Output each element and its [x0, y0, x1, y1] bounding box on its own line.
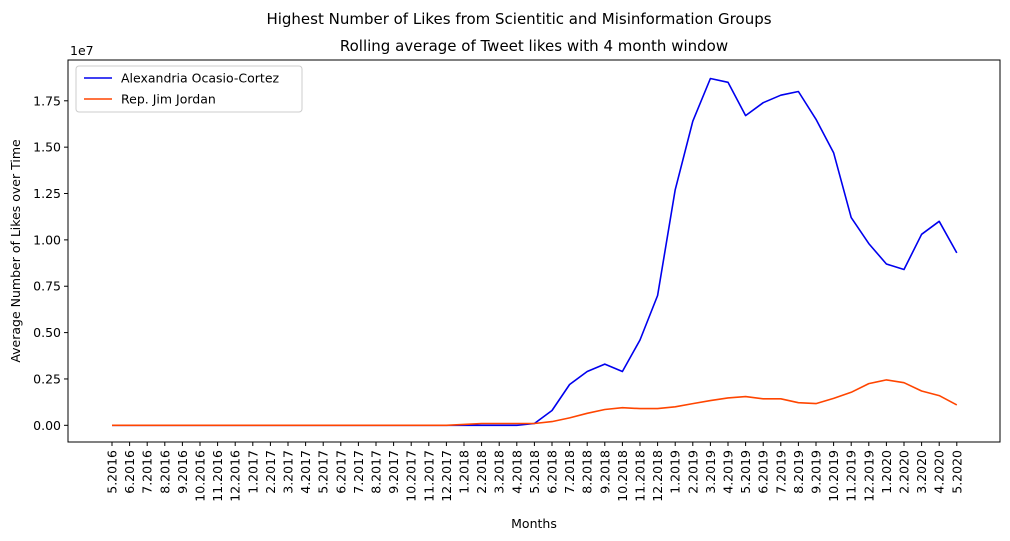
y-tick-label: 0.75	[33, 279, 61, 294]
x-tick-label: 8.2019	[791, 450, 806, 494]
x-axis-label: Months	[511, 516, 557, 531]
x-tick-label: 3.2017	[281, 450, 296, 494]
x-tick-label: 6.2019	[756, 450, 771, 494]
x-tick-label: 6.2018	[545, 450, 560, 494]
x-tick-label: 9.2016	[175, 450, 190, 494]
x-tick-label: 11.2019	[844, 450, 859, 502]
legend-frame	[75, 65, 303, 113]
x-tick-label: 4.2018	[509, 450, 524, 494]
x-tick-label: 1.2019	[668, 450, 683, 494]
x-tick-label: 6.2017	[333, 450, 348, 494]
y-axis-label: Average Number of Likes over Time	[8, 139, 23, 363]
y-tick-label: 1.00	[33, 232, 61, 247]
x-tick-label: 2.2018	[474, 450, 489, 494]
x-tick-label: 7.2016	[140, 450, 155, 494]
x-tick-label: 9.2018	[597, 450, 612, 494]
x-tick-label: 4.2019	[721, 450, 736, 494]
y-tick-label: 1.50	[33, 140, 61, 155]
x-tick-label: 12.2016	[228, 450, 243, 502]
x-tick-label: 1.2020	[879, 450, 894, 494]
x-tick-label: 4.2017	[298, 450, 313, 494]
y-tick-label: 0.25	[33, 371, 61, 386]
x-tick-label: 5.2017	[316, 450, 331, 494]
legend-label-1: Alexandria Ocasio-Cortez	[121, 71, 280, 86]
x-tick-label: 3.2018	[492, 450, 507, 494]
series-layer	[112, 77, 958, 427]
x-tick-label: 8.2016	[157, 450, 172, 494]
x-tick-label: 12.2017	[439, 450, 454, 502]
x-tick-label: 7.2017	[351, 450, 366, 494]
x-tick-label: 8.2018	[580, 450, 595, 494]
x-tick-label: 3.2019	[703, 450, 718, 494]
x-tick-label: 10.2019	[826, 450, 841, 502]
x-tick-label: 7.2018	[562, 450, 577, 494]
y-tick-label: 0.00	[33, 418, 61, 433]
figure-suptitle: Highest Number of Likes from Scientitic …	[266, 10, 771, 28]
x-tick-label: 9.2017	[386, 450, 401, 494]
y-offset-label: 1e7	[70, 43, 94, 58]
x-tick-label: 12.2019	[861, 450, 876, 502]
x-tick-label: 9.2019	[809, 450, 824, 494]
x-tick-label: 5.2019	[738, 450, 753, 494]
x-tick-label: 5.2016	[105, 450, 120, 494]
x-tick-label: 11.2018	[633, 450, 648, 502]
x-tick-label: 4.2020	[932, 450, 947, 494]
x-tick-label: 6.2016	[122, 450, 137, 494]
x-tick-label: 1.2017	[245, 450, 260, 494]
x-tick-label: 7.2019	[773, 450, 788, 494]
x-tick-label: 2.2017	[263, 450, 278, 494]
x-axis: 5.2016 6.2016 7.2016 8.2016 9.2016 10.2016 11.…	[105, 442, 964, 502]
legend-label-2: Rep. Jim Jordan	[121, 92, 216, 107]
chart-title: Rolling average of Tweet likes with 4 mo…	[340, 37, 728, 55]
y-tick-label: 1.25	[33, 186, 61, 201]
x-tick-label: 10.2017	[404, 450, 419, 502]
x-tick-label: 8.2017	[369, 450, 384, 494]
series-line-2	[112, 379, 958, 427]
x-tick-label: 10.2016	[193, 450, 208, 502]
x-tick-label: 11.2017	[421, 450, 436, 502]
legend: Alexandria Ocasio-Cortez Rep. Jim Jordan	[75, 65, 303, 113]
x-tick-label: 2.2020	[897, 450, 912, 494]
y-tick-label: 1.75	[33, 93, 61, 108]
y-tick-label: 0.50	[33, 325, 61, 340]
y-axis: 0.00 0.25 0.50 0.75 1.00 1.25 1.50 1.75	[33, 93, 68, 433]
x-tick-label: 3.2020	[914, 450, 929, 494]
x-tick-label: 5.2020	[949, 450, 964, 494]
x-tick-label: 1.2018	[457, 450, 472, 494]
x-tick-label: 10.2018	[615, 450, 630, 502]
x-tick-label: 12.2018	[650, 450, 665, 502]
x-tick-label: 2.2019	[685, 450, 700, 494]
x-tick-label: 5.2018	[527, 450, 542, 494]
x-tick-label: 11.2016	[210, 450, 225, 502]
